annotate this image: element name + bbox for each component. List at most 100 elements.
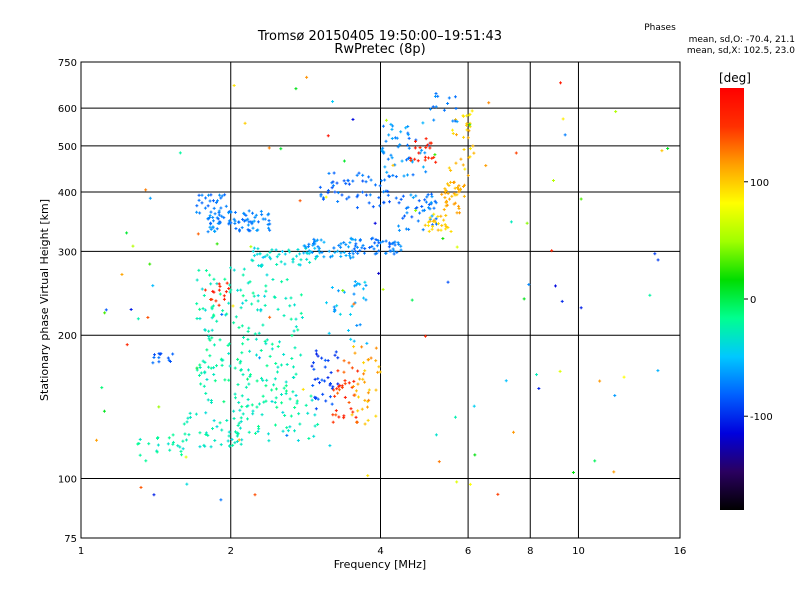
data-point	[390, 127, 394, 131]
data-point	[102, 409, 106, 413]
data-point	[207, 329, 211, 333]
data-point	[399, 130, 403, 134]
data-point	[305, 75, 309, 79]
data-point	[312, 237, 316, 241]
data-point	[452, 180, 456, 184]
data-point	[294, 393, 298, 397]
data-point	[454, 161, 458, 165]
data-point	[467, 129, 471, 133]
data-point	[240, 405, 244, 409]
data-point	[367, 201, 371, 205]
data-point	[430, 227, 434, 231]
data-point	[268, 354, 272, 358]
data-point	[246, 329, 250, 333]
data-point	[356, 193, 360, 197]
data-point	[199, 382, 203, 386]
data-point	[376, 238, 380, 242]
data-point	[384, 118, 388, 122]
data-point	[252, 254, 256, 258]
data-point	[613, 394, 617, 398]
data-point	[362, 372, 366, 376]
data-point	[152, 355, 156, 359]
data-point	[237, 326, 241, 330]
y-tick-label: 750	[58, 58, 77, 69]
data-point	[356, 281, 360, 285]
data-point	[241, 342, 245, 346]
data-point	[272, 383, 276, 387]
data-point	[363, 422, 367, 426]
data-point	[247, 326, 251, 330]
data-point	[443, 196, 447, 200]
data-point	[227, 301, 231, 305]
data-point	[279, 147, 283, 151]
data-point	[308, 260, 312, 264]
data-point	[198, 363, 202, 367]
x-tick-label: 1	[78, 546, 84, 557]
data-point	[431, 105, 435, 109]
data-point	[420, 148, 424, 152]
data-point	[290, 356, 294, 360]
data-point	[622, 375, 626, 379]
data-point	[299, 311, 303, 315]
data-point	[298, 252, 302, 256]
data-point	[294, 372, 298, 376]
data-point	[338, 312, 342, 316]
data-point	[285, 433, 289, 437]
data-point	[236, 357, 240, 361]
data-point	[211, 215, 215, 219]
data-point	[288, 304, 292, 308]
data-point	[246, 281, 250, 285]
data-point	[364, 283, 368, 287]
data-point	[445, 203, 449, 207]
data-point	[404, 206, 408, 210]
data-point	[417, 151, 421, 155]
data-point	[221, 358, 225, 362]
data-point	[378, 184, 382, 188]
data-point	[380, 150, 384, 154]
data-point	[468, 123, 472, 127]
data-point	[213, 439, 217, 443]
data-point	[437, 460, 441, 464]
data-point	[411, 196, 415, 200]
x-tick-label: 4	[377, 546, 383, 557]
data-point	[579, 306, 583, 310]
data-point	[389, 153, 393, 157]
data-point	[305, 251, 309, 255]
data-point	[268, 250, 272, 254]
data-point	[248, 374, 252, 378]
data-point	[283, 262, 287, 266]
data-point	[171, 440, 175, 444]
data-point	[267, 146, 271, 150]
data-point	[310, 364, 314, 368]
data-point	[296, 439, 300, 443]
data-point	[206, 230, 210, 234]
data-point	[209, 366, 213, 370]
data-point	[197, 193, 201, 197]
data-point	[358, 323, 362, 327]
data-point	[313, 413, 317, 417]
data-point	[156, 443, 160, 447]
data-point	[232, 409, 236, 413]
phase-info-title: Phases	[644, 23, 676, 33]
data-point	[368, 193, 372, 197]
data-point	[406, 173, 410, 177]
data-point	[203, 370, 207, 374]
data-point	[246, 417, 250, 421]
data-point	[288, 397, 292, 401]
data-point	[217, 211, 221, 215]
data-point	[228, 444, 232, 448]
data-point	[247, 382, 251, 386]
data-point	[220, 194, 224, 198]
data-point	[240, 394, 244, 398]
data-point	[278, 340, 282, 344]
data-point	[348, 254, 352, 258]
data-point	[156, 436, 160, 440]
data-point	[313, 246, 317, 250]
data-point	[360, 246, 364, 250]
data-point	[279, 260, 283, 264]
data-point	[233, 366, 237, 370]
data-point	[275, 405, 279, 409]
data-point	[207, 365, 211, 369]
data-point	[369, 178, 373, 182]
data-point	[267, 439, 271, 443]
